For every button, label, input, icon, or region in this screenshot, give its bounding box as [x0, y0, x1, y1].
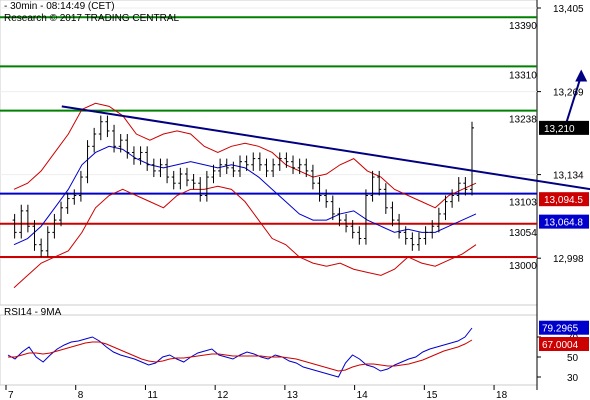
rsi-series-0: [7, 327, 473, 378]
level-label-13103: 13103: [509, 198, 537, 209]
price-value-boxes: 13,210 13,094.5 13,064.8: [539, 120, 589, 229]
rsi-tick-label-2: 30: [567, 373, 579, 384]
x-tick-label-2: 11: [147, 390, 158, 400]
forecast-arrow-head: [575, 69, 588, 82]
rsi-title: RSI14 - 9MA: [4, 307, 62, 318]
rsi-value-box-0: [539, 320, 589, 335]
price-grid: [0, 7, 537, 259]
value-box-1: [539, 192, 589, 207]
price-tick-label-3: 12,998: [553, 254, 584, 265]
price-tick-label-0: 13,405: [553, 4, 584, 15]
value-box-label-1: 13,094.5: [544, 195, 583, 206]
value-box-2: [539, 214, 589, 229]
level-label-13390: 13390: [509, 21, 537, 32]
x-tick-label-5: 14: [357, 390, 369, 400]
level-label-13310: 13310: [509, 70, 537, 81]
x-tick-label-3: 12: [217, 390, 229, 400]
level-label-13238: 13238: [509, 115, 537, 126]
x-tick-label-7: 18: [496, 390, 508, 400]
price-tick-label-1: 13,269: [553, 88, 584, 99]
rsi-panel-frame: [0, 314, 538, 386]
level-label-13054: 13054: [509, 228, 537, 239]
x-tick-label-4: 13: [287, 390, 299, 400]
x-tick-label-6: 15: [426, 390, 438, 400]
bollinger-lower-line: [13, 185, 477, 289]
value-box-label-2: 13,064.8: [544, 218, 583, 229]
level-label-13000: 13000: [509, 261, 537, 272]
rsi-value-box-label-1: 67.0004: [542, 340, 579, 351]
value-box-0: [539, 120, 589, 135]
rsi-series-1: [8, 339, 473, 372]
rsi-lines: [7, 327, 473, 378]
value-box-label-0: 13,210: [544, 124, 575, 135]
price-tick-label-2: 13,134: [553, 171, 584, 182]
rsi-tick-label-1: 50: [567, 353, 579, 364]
chart-header-line1: - 30min - 08:14:49 (CET): [4, 1, 115, 12]
bollinger-upper-line: [13, 102, 477, 209]
trendline: [61, 105, 590, 191]
x-tick-label-0: 7: [8, 390, 14, 400]
rsi-value-box-label-0: 79.2965: [542, 324, 579, 335]
chart-header-line2: Research © 2017 TRADING CENTRAL: [4, 13, 180, 24]
price-y-axis: 13,405 13,269 13,134 12,998: [537, 4, 584, 265]
x-axis: 7 8 11 12 13 14 15 18: [5, 385, 508, 400]
rsi-value-box-1: [539, 336, 589, 351]
price-candles: [12, 115, 474, 257]
price-panel-frame: [0, 0, 538, 306]
x-tick-label-1: 8: [78, 390, 84, 400]
horizontal-levels: 13390 13310 13238 13103 13054 13000: [0, 16, 537, 272]
rsi-value-boxes: 79.2965 67.0004: [539, 320, 589, 351]
